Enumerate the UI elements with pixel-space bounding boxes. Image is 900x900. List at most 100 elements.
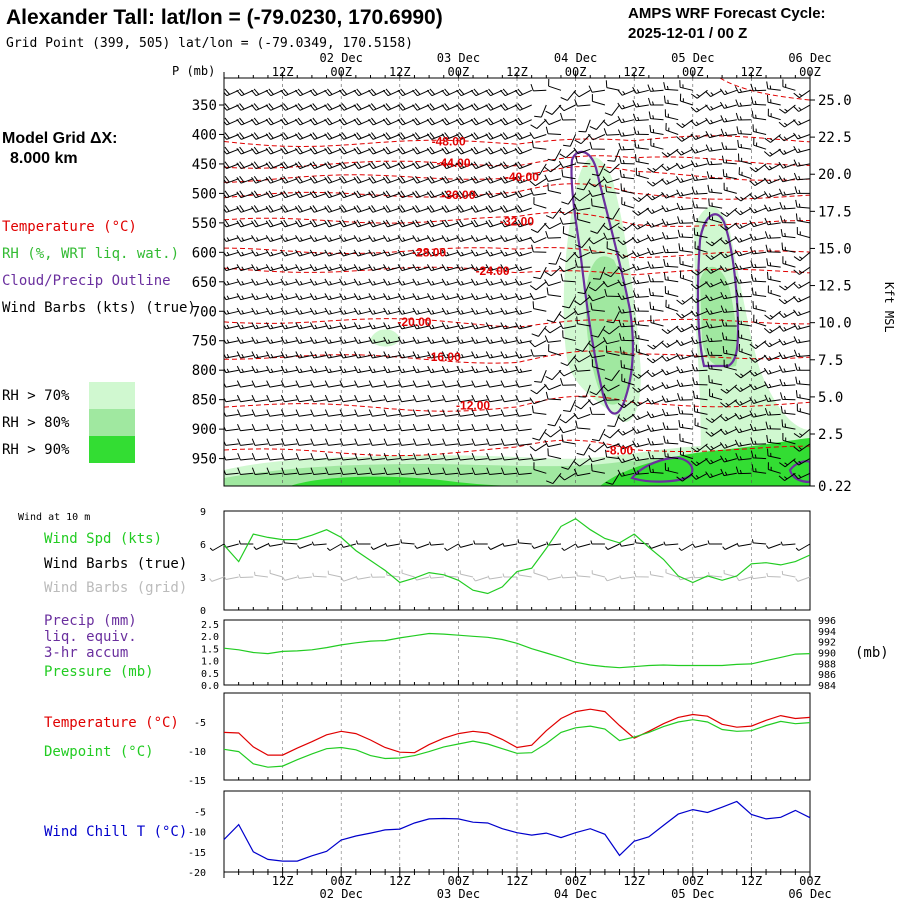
- wind-barb: [456, 278, 474, 286]
- temperature-contour-label: -36.00: [441, 188, 475, 202]
- wind-barb: [573, 458, 591, 467]
- rh-fill-region: [600, 438, 810, 486]
- wind-barb: [767, 271, 781, 283]
- wind-barb: [617, 428, 635, 436]
- wind-barb-10m-true: [590, 540, 605, 545]
- wind-barb: [224, 267, 225, 268]
- wind-barb-10m-true: [531, 543, 547, 549]
- wind-barb: [485, 380, 503, 388]
- wind-barb-10m-grid: [341, 576, 357, 582]
- wind-barb: [720, 128, 737, 137]
- wind-barb: [632, 207, 650, 216]
- wind-barb: [441, 190, 459, 199]
- wind-barb: [470, 219, 488, 228]
- wind-barb: [309, 278, 327, 286]
- wind-barb: [578, 384, 591, 398]
- wind-barb: [266, 453, 283, 461]
- wind-barb: [692, 214, 708, 224]
- height-tick-label: 7.5: [818, 353, 843, 369]
- wind-barb: [649, 124, 664, 135]
- wind-barb: [793, 119, 810, 126]
- wind-barb: [558, 104, 576, 112]
- wind-barb: [559, 148, 576, 159]
- wind-barb: [412, 293, 430, 301]
- cloud-outline-contour: [570, 150, 634, 415]
- wind-barb: [339, 423, 356, 432]
- wind-barb: [354, 380, 371, 388]
- wind-barb: [236, 235, 254, 242]
- wind-barb: [368, 365, 386, 374]
- wind-barb: [236, 161, 254, 170]
- wind-barb: [427, 409, 444, 417]
- wind-barb: [236, 394, 254, 403]
- wind-barb: [368, 132, 386, 140]
- wind-barb: [324, 205, 342, 213]
- wind-barb: [324, 249, 342, 257]
- wind-barb: [500, 423, 518, 432]
- wind-barb: [280, 278, 298, 286]
- wind-barb: [280, 409, 298, 417]
- wind-barb: [441, 103, 459, 111]
- wind-barb: [295, 365, 312, 374]
- wind-barb: [426, 278, 444, 286]
- wind-barb-10m-grid: [209, 576, 225, 582]
- wind-barb: [591, 163, 606, 177]
- wind-barb: [500, 336, 518, 344]
- wind-barb: [529, 292, 547, 300]
- wind-barb: [690, 133, 708, 140]
- forecast-cycle-date: 2025-12-01 / 00 Z: [628, 25, 747, 42]
- wind-barb-10m-true: [502, 542, 518, 547]
- wind-barb: [412, 322, 430, 330]
- time-axis-day-label: 03 Dec: [437, 51, 480, 65]
- wind-barb: [676, 366, 693, 374]
- wind-barb: [224, 326, 225, 327]
- wind-barb-10m-grid: [604, 576, 620, 582]
- wind-barb: [734, 399, 752, 406]
- wind-barb-10m-grid: [649, 571, 664, 578]
- wind-barb: [603, 393, 620, 401]
- wind-barb: [590, 302, 605, 312]
- wind-barb: [441, 351, 459, 359]
- wind-barb-10m-grid: [502, 573, 517, 578]
- wind-barb: [338, 103, 357, 111]
- wind-barb: [647, 438, 664, 446]
- wind-barb: [412, 235, 430, 242]
- wind-barb: [605, 473, 620, 485]
- wind-barb: [309, 307, 327, 315]
- wind-barb: [280, 264, 298, 272]
- wind-barb: [456, 205, 474, 213]
- wind-barb: [236, 88, 254, 97]
- height-tick-label: 17.5: [818, 204, 852, 220]
- wind-barb: [295, 278, 313, 286]
- wind-barb: [224, 119, 225, 121]
- wind-barb: [721, 155, 737, 165]
- wind-barb: [224, 149, 225, 150]
- wind-barb: [515, 351, 532, 359]
- wind-barb: [574, 399, 591, 410]
- wind-barb: [426, 190, 444, 199]
- wind-barb: [338, 235, 357, 242]
- wind-barb: [353, 117, 371, 126]
- wind-barb: [529, 340, 547, 348]
- wind-barb: [236, 380, 254, 388]
- wind-barb: [679, 433, 693, 445]
- wind-barb: [500, 380, 518, 388]
- wind-barb: [719, 251, 738, 259]
- wind-barb: [339, 351, 356, 359]
- pressure-legend: Pressure (mb): [44, 664, 154, 680]
- wind-barb: [470, 146, 488, 155]
- wind-barb: [562, 226, 576, 239]
- wind-barb: [691, 173, 708, 181]
- wind-barb: [224, 178, 225, 180]
- wind-barb: [500, 176, 518, 184]
- wind-barb: [750, 450, 767, 460]
- wind-barb: [441, 365, 459, 374]
- temperature-contour-line: [224, 318, 810, 328]
- wind-barb: [442, 467, 459, 475]
- wind-barbs-legend-label: Wind Barbs (kts) (true): [2, 300, 196, 316]
- wind-barb: [677, 229, 693, 239]
- wind-barb: [588, 340, 606, 349]
- wind-barb: [427, 438, 444, 446]
- wind-barb: [470, 278, 488, 286]
- wind-barb: [383, 264, 400, 272]
